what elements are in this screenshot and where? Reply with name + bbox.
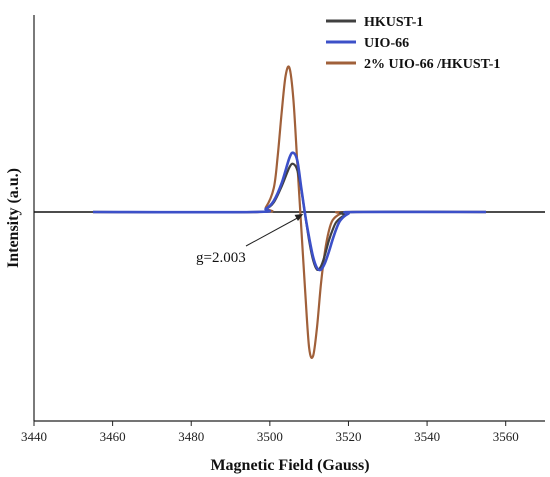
series-line-hkust-1: [92, 162, 487, 271]
series-line-2-uio-66-hkust-1: [92, 65, 487, 359]
legend-label: UIO-66: [364, 36, 409, 51]
series-lines: [92, 65, 487, 359]
x-tick-label: 3520: [335, 429, 361, 444]
series-line-uio-66: [92, 151, 487, 272]
y-axis-title: Intensity (a.u.): [5, 168, 22, 268]
x-tick-label: 3480: [178, 429, 204, 444]
x-tick-label: 3540: [414, 429, 440, 444]
x-tick-label: 3500: [257, 429, 283, 444]
x-axis-title: Magnetic Field (Gauss): [210, 457, 369, 474]
annotation-arrowhead: [294, 214, 304, 221]
x-ticks: 3440 3460 3480 3500 3520 3540 3560: [21, 421, 519, 444]
legend-label: HKUST-1: [364, 15, 423, 30]
legend: HKUST-1 UIO-66 2% UIO-66 /HKUST-1: [326, 15, 500, 72]
annotation-g-value: g=2.003: [196, 250, 246, 266]
x-tick-label: 3460: [100, 429, 126, 444]
annotation-arrow: [245, 216, 300, 247]
legend-label: 2% UIO-66 /HKUST-1: [364, 57, 500, 72]
x-tick-label: 3440: [21, 429, 47, 444]
x-tick-label: 3560: [493, 429, 519, 444]
